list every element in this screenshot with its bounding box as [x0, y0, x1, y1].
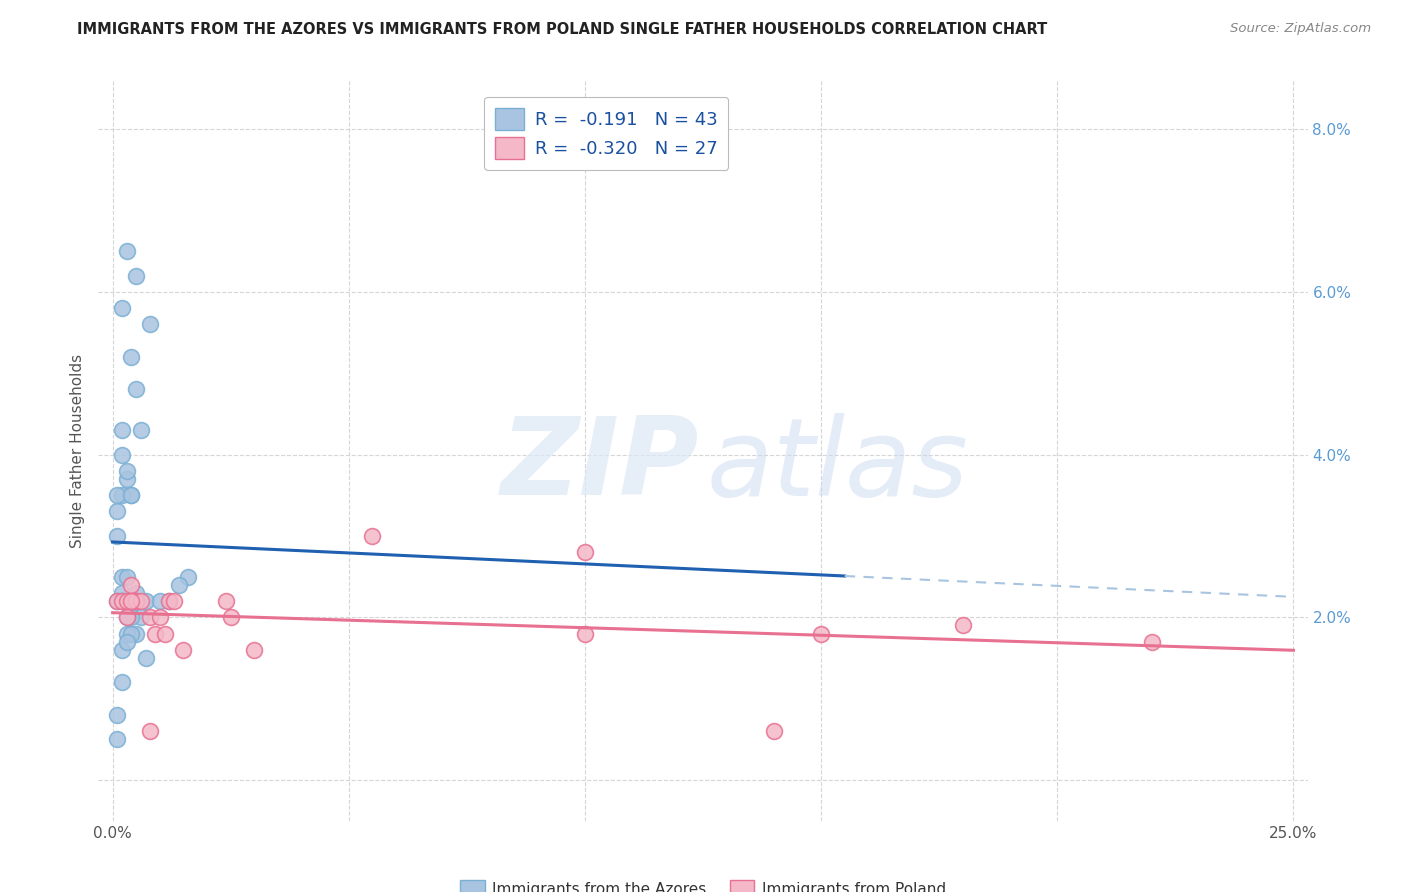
- Point: [139, 318, 162, 332]
- Point: [135, 651, 157, 665]
- Point: [172, 642, 194, 657]
- Point: [574, 626, 596, 640]
- Point: [121, 488, 143, 502]
- Point: [153, 626, 176, 640]
- Point: [111, 301, 134, 315]
- Point: [125, 626, 148, 640]
- Point: [139, 610, 162, 624]
- Point: [111, 488, 134, 502]
- Point: [105, 707, 128, 722]
- Point: [115, 626, 138, 640]
- Point: [135, 594, 157, 608]
- Point: [177, 569, 200, 583]
- Point: [243, 642, 266, 657]
- Point: [111, 448, 134, 462]
- Point: [115, 610, 138, 624]
- Point: [121, 488, 143, 502]
- Point: [121, 594, 143, 608]
- Point: [163, 594, 186, 608]
- Text: atlas: atlas: [707, 413, 969, 517]
- Point: [129, 610, 152, 624]
- Point: [125, 268, 148, 283]
- Point: [115, 594, 138, 608]
- Point: [125, 594, 148, 608]
- Point: [149, 610, 172, 624]
- Point: [125, 586, 148, 600]
- Point: [105, 529, 128, 543]
- Point: [215, 594, 238, 608]
- Point: [129, 423, 152, 437]
- Point: [111, 594, 134, 608]
- Point: [105, 594, 128, 608]
- Point: [139, 724, 162, 739]
- Point: [111, 586, 134, 600]
- Point: [143, 626, 166, 640]
- Point: [111, 569, 134, 583]
- Point: [105, 488, 128, 502]
- Point: [121, 350, 143, 364]
- Point: [111, 423, 134, 437]
- Point: [115, 594, 138, 608]
- Point: [111, 594, 134, 608]
- Point: [125, 594, 148, 608]
- Point: [810, 626, 832, 640]
- Point: [121, 577, 143, 591]
- Text: Source: ZipAtlas.com: Source: ZipAtlas.com: [1230, 22, 1371, 36]
- Point: [115, 610, 138, 624]
- Point: [105, 732, 128, 747]
- Text: ZIP: ZIP: [501, 412, 699, 518]
- Point: [1140, 634, 1163, 648]
- Point: [762, 724, 785, 739]
- Point: [574, 545, 596, 559]
- Point: [115, 464, 138, 478]
- Point: [125, 594, 148, 608]
- Text: IMMIGRANTS FROM THE AZORES VS IMMIGRANTS FROM POLAND SINGLE FATHER HOUSEHOLDS CO: IMMIGRANTS FROM THE AZORES VS IMMIGRANTS…: [77, 22, 1047, 37]
- Point: [105, 594, 128, 608]
- Point: [115, 244, 138, 259]
- Point: [129, 594, 152, 608]
- Point: [149, 594, 172, 608]
- Point: [121, 626, 143, 640]
- Point: [157, 594, 180, 608]
- Point: [361, 529, 384, 543]
- Legend: Immigrants from the Azores, Immigrants from Poland: Immigrants from the Azores, Immigrants f…: [453, 872, 953, 892]
- Point: [121, 610, 143, 624]
- Point: [219, 610, 242, 624]
- Point: [167, 577, 190, 591]
- Point: [105, 504, 128, 518]
- Y-axis label: Single Father Households: Single Father Households: [70, 353, 86, 548]
- Point: [115, 634, 138, 648]
- Point: [952, 618, 974, 632]
- Point: [111, 594, 134, 608]
- Point: [111, 642, 134, 657]
- Point: [115, 569, 138, 583]
- Point: [157, 594, 180, 608]
- Point: [115, 472, 138, 486]
- Point: [111, 675, 134, 690]
- Point: [125, 383, 148, 397]
